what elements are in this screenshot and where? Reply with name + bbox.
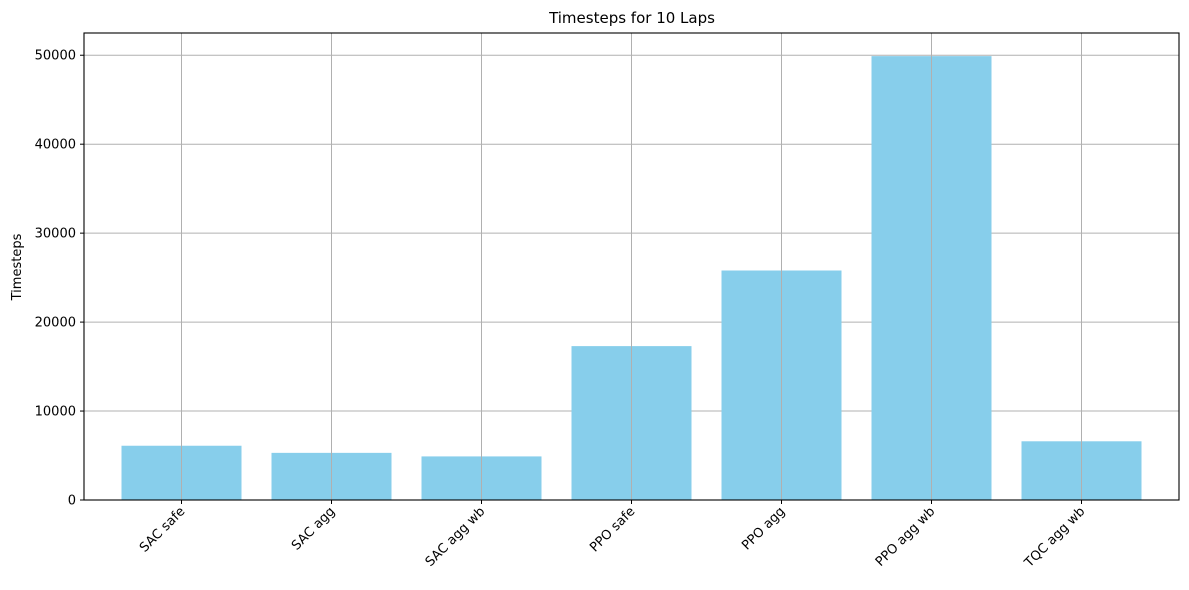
x-tick-label: PPO agg wb — [873, 504, 938, 569]
y-tick-label: 0 — [68, 494, 76, 509]
y-tick-label: 40000 — [35, 138, 76, 153]
chart-title: Timesteps for 10 Laps — [548, 9, 715, 27]
x-tick-label: PPO agg — [739, 504, 788, 553]
x-tick-label: SAC agg wb — [423, 504, 489, 570]
x-tick-label: SAC safe — [137, 504, 188, 555]
y-tick-label: 30000 — [35, 227, 76, 242]
x-tick-label: SAC agg — [289, 504, 338, 553]
y-tick-label: 50000 — [35, 49, 76, 64]
y-tick-label: 10000 — [35, 405, 76, 420]
x-grid-layer — [181, 33, 1082, 500]
x-tick-label: PPO safe — [587, 504, 638, 555]
plot-frame — [83, 32, 1180, 501]
y-axis-label: Timesteps — [10, 233, 25, 301]
x-tick-label: TQC agg wb — [1021, 504, 1088, 571]
y-tick-label: 20000 — [35, 316, 76, 331]
